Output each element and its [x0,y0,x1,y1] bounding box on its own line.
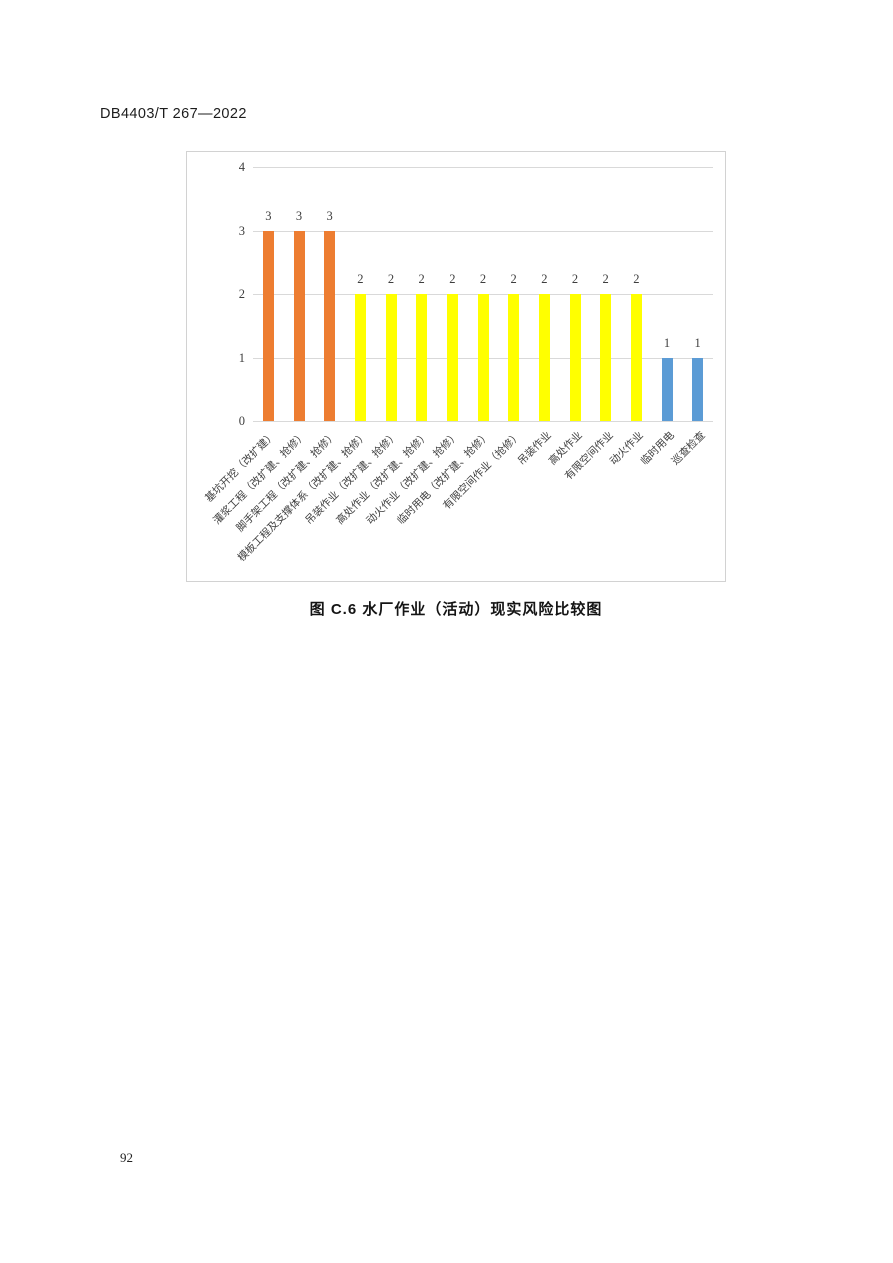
data-label-9: 2 [541,272,548,286]
data-label-4: 2 [387,272,395,286]
bar-5 [416,294,428,421]
data-label-7: 2 [479,272,487,286]
y-axis-tick-label-2: 2 [238,287,245,301]
standard-number-header: DB4403/T 267—2022 [100,106,247,122]
gridline-y0 [253,421,713,422]
gridline-y3 [253,230,713,232]
bar-8 [508,294,520,421]
data-label-11: 2 [602,272,609,286]
bar-6 [446,294,458,421]
y-axis-tick-label-0: 0 [238,414,245,428]
y-axis-tick-label-1: 1 [238,350,245,365]
chart-frame: 0 1 2 3 4 3 基坑开挖（改扩建） 3 灌浆工程（改扩建、抢修） 3 脚手架工程（改扩建、抢… [186,151,726,582]
data-label-3: 2 [357,272,364,286]
bar-3 [354,294,366,421]
data-label-2: 3 [326,208,333,223]
data-label-5: 2 [418,272,425,286]
bar-2 [324,230,336,421]
data-label-0: 3 [265,208,272,223]
data-label-14: 1 [694,335,701,350]
bar-1 [293,230,305,421]
data-label-8: 2 [510,272,517,286]
page-number: 92 [120,1150,133,1165]
bar-10 [569,294,581,421]
bar-14 [692,357,704,421]
data-label-6: 2 [449,272,456,286]
bar-7 [477,294,489,421]
data-label-12: 2 [633,272,640,286]
gridline-y4 [253,167,713,168]
bar-13 [661,357,673,421]
bar-12 [630,294,642,421]
data-label-10: 2 [571,272,579,286]
bar-9 [538,294,550,421]
x-axis-label-13: 临时用电 [638,429,677,468]
data-label-13: 1 [663,335,671,350]
data-label-1: 3 [295,208,303,223]
y-axis-tick-label-3: 3 [238,223,245,238]
y-axis-tick-label-4: 4 [238,160,245,174]
bar-4 [385,294,397,421]
figure-caption: 图 C.6 水厂作业（活动）现实风险比较图 [309,601,603,618]
bar-0 [262,230,274,421]
bar-11 [600,294,612,421]
